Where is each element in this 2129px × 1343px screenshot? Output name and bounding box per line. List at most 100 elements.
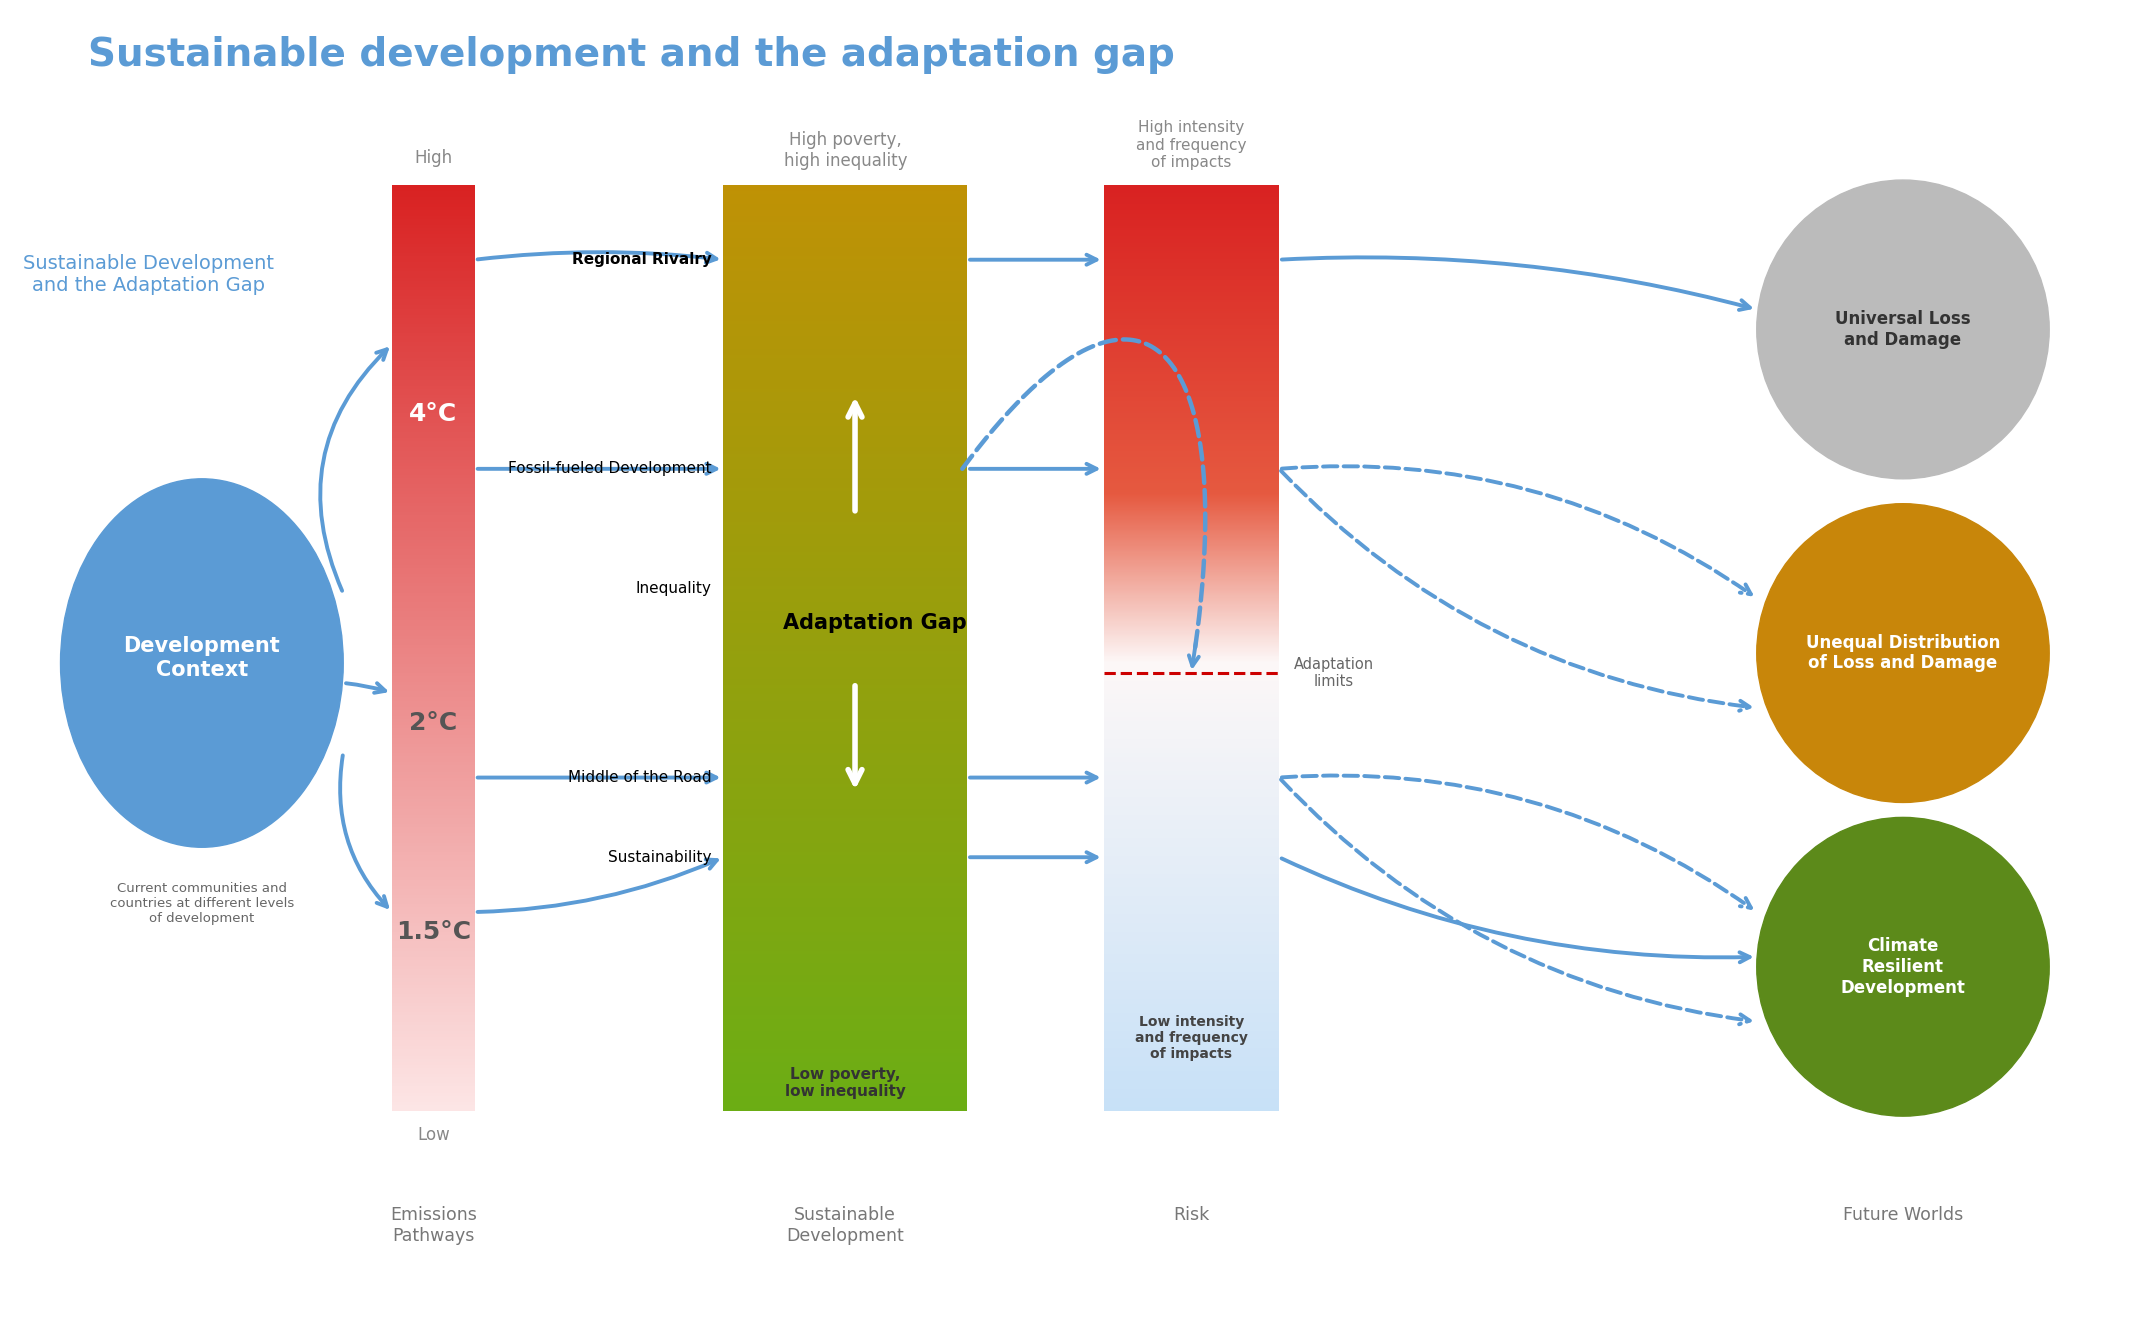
Bar (392, 402, 475, 404)
Bar (724, 982, 967, 984)
Bar (1103, 252, 1280, 255)
Bar (392, 281, 475, 283)
Bar (392, 932, 475, 935)
Bar (392, 858, 475, 861)
Bar (392, 228, 475, 231)
Bar (392, 509, 475, 512)
Bar (724, 252, 967, 257)
Bar (1103, 465, 1280, 467)
Bar (1103, 222, 1280, 224)
Bar (392, 1010, 475, 1013)
Bar (392, 987, 475, 991)
Bar (724, 956, 967, 960)
Bar (1103, 919, 1280, 923)
Bar (1103, 1057, 1280, 1062)
Bar (724, 954, 967, 956)
Bar (1103, 455, 1280, 457)
Bar (724, 333, 967, 336)
Bar (392, 473, 475, 475)
Bar (1103, 815, 1280, 819)
Bar (724, 651, 967, 654)
Bar (724, 549, 967, 552)
Bar (724, 886, 967, 889)
Bar (724, 281, 967, 283)
Bar (392, 342, 475, 345)
Bar (392, 670, 475, 673)
Bar (392, 1049, 475, 1053)
Bar (1103, 406, 1280, 407)
Bar (392, 543, 475, 547)
Bar (1103, 735, 1280, 739)
Bar (392, 747, 475, 749)
Bar (392, 414, 475, 416)
Bar (392, 274, 475, 278)
Circle shape (1756, 504, 2050, 803)
Bar (392, 595, 475, 599)
Bar (724, 419, 967, 423)
Bar (1103, 212, 1280, 214)
Bar (1103, 825, 1280, 829)
Bar (724, 504, 967, 506)
Bar (392, 815, 475, 818)
Bar (1103, 267, 1280, 270)
Bar (724, 216, 967, 219)
Bar (392, 516, 475, 518)
Bar (392, 904, 475, 908)
Bar (1103, 344, 1280, 345)
Bar (1103, 410, 1280, 411)
Bar (392, 948, 475, 951)
Bar (724, 423, 967, 426)
Bar (724, 630, 967, 633)
Bar (724, 336, 967, 340)
Bar (392, 749, 475, 753)
Bar (724, 944, 967, 948)
Bar (724, 911, 967, 913)
Bar (392, 719, 475, 723)
Bar (392, 1006, 475, 1010)
Bar (392, 604, 475, 608)
Bar (392, 710, 475, 713)
Bar (724, 1041, 967, 1044)
Bar (724, 803, 967, 806)
Bar (392, 500, 475, 504)
Bar (1103, 193, 1280, 195)
Bar (392, 911, 475, 913)
Bar (1103, 275, 1280, 278)
Bar (392, 445, 475, 447)
Bar (392, 825, 475, 827)
Bar (1103, 434, 1280, 436)
Bar (724, 827, 967, 830)
Bar (1103, 1053, 1280, 1057)
Bar (392, 923, 475, 925)
Bar (1103, 446, 1280, 449)
Bar (392, 599, 475, 602)
Bar (392, 587, 475, 590)
Bar (1103, 329, 1280, 332)
Bar (392, 861, 475, 864)
Bar (392, 851, 475, 855)
Bar (724, 250, 967, 252)
Bar (1103, 1089, 1280, 1093)
Bar (392, 195, 475, 197)
Bar (1103, 829, 1280, 833)
Bar (392, 728, 475, 732)
Bar (392, 642, 475, 645)
Bar (1103, 185, 1280, 187)
Bar (1103, 205, 1280, 208)
Bar (392, 944, 475, 948)
Bar (392, 685, 475, 688)
Bar (1103, 481, 1280, 483)
Bar (724, 367, 967, 371)
Bar (724, 543, 967, 547)
Bar (724, 561, 967, 565)
Bar (392, 333, 475, 336)
Bar (1103, 731, 1280, 735)
Bar (1103, 1066, 1280, 1070)
Bar (1103, 888, 1280, 892)
Bar (392, 1089, 475, 1093)
Bar (1103, 459, 1280, 461)
Bar (392, 423, 475, 426)
Bar (392, 892, 475, 894)
Bar (724, 1093, 967, 1096)
Bar (724, 759, 967, 763)
